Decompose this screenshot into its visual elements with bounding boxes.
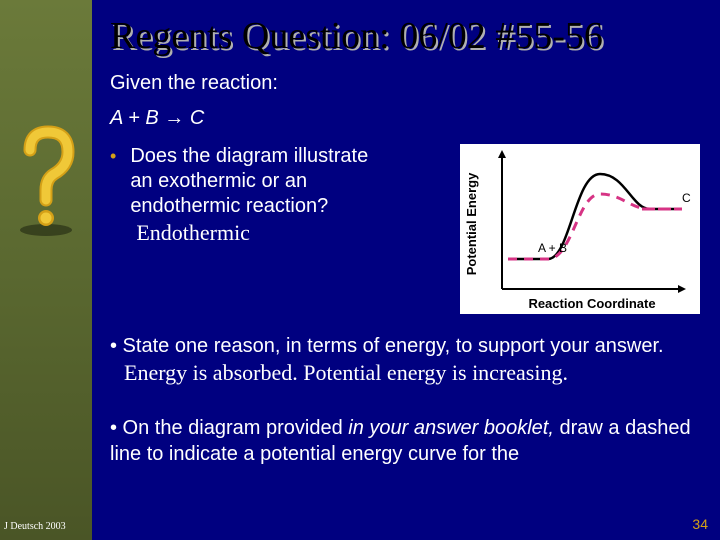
question1-block: • Does the diagram illustrate an exother… bbox=[110, 144, 380, 247]
question1-text: Does the diagram illustrate an exothermi… bbox=[130, 144, 380, 247]
question2-answer: Energy is absorbed. Potential energy is … bbox=[124, 360, 568, 385]
question2-block: • State one reason, in terms of energy, … bbox=[110, 334, 700, 387]
slide-content: Regents Question: 06/02 #55-56 Given the… bbox=[92, 0, 720, 540]
slide-title: Regents Question: 06/02 #55-56 bbox=[110, 14, 700, 58]
reaction-equation: A + B → C bbox=[110, 107, 700, 130]
energy-diagram: Potential Energy Reaction Coordinate A +… bbox=[460, 144, 700, 314]
page-number: 34 bbox=[692, 516, 708, 532]
given-label: Given the reaction: bbox=[110, 72, 700, 95]
equation-rhs: C bbox=[190, 107, 204, 129]
equation-lhs: A + B bbox=[110, 107, 159, 129]
sidebar-texture bbox=[0, 0, 92, 540]
xlabel: Reaction Coordinate bbox=[528, 296, 655, 311]
reactant-label: A + B bbox=[538, 241, 567, 255]
equation-arrow: → bbox=[164, 107, 184, 129]
credit-text: J Deutsch 2003 bbox=[4, 521, 66, 532]
question3-block: • On the diagram provided in your answer… bbox=[110, 415, 700, 467]
product-label: C bbox=[682, 191, 691, 205]
question1-answer: Endothermic bbox=[136, 220, 250, 245]
bullet-icon: • bbox=[110, 144, 116, 168]
question2-prompt: • State one reason, in terms of energy, … bbox=[110, 335, 664, 357]
ylabel: Potential Energy bbox=[464, 172, 479, 275]
question1-prompt: Does the diagram illustrate an exothermi… bbox=[130, 145, 368, 217]
question-mark-icon bbox=[6, 120, 86, 240]
